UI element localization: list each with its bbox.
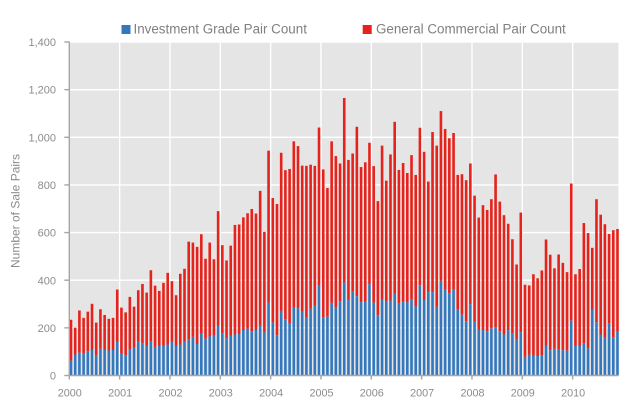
svg-text:600: 600: [38, 228, 56, 240]
svg-text:2007: 2007: [410, 387, 434, 399]
svg-text:Number of Sale Pairs: Number of Sale Pairs: [9, 154, 23, 268]
svg-text:2006: 2006: [360, 387, 384, 399]
svg-text:General Commercial Pair Count: General Commercial Pair Count: [376, 22, 566, 37]
svg-text:1,000: 1,000: [28, 132, 56, 144]
svg-text:2003: 2003: [209, 387, 233, 399]
svg-text:0: 0: [50, 371, 56, 383]
svg-text:2005: 2005: [309, 387, 333, 399]
svg-text:800: 800: [38, 180, 56, 192]
svg-text:2002: 2002: [158, 387, 182, 399]
svg-text:2001: 2001: [108, 387, 132, 399]
svg-text:2009: 2009: [511, 387, 535, 399]
svg-text:200: 200: [38, 323, 56, 335]
svg-text:Investment Grade Pair Count: Investment Grade Pair Count: [134, 22, 308, 37]
svg-text:1,400: 1,400: [28, 37, 56, 49]
svg-text:2000: 2000: [58, 387, 82, 399]
svg-text:400: 400: [38, 275, 56, 287]
svg-text:2004: 2004: [259, 387, 283, 399]
svg-text:2010: 2010: [561, 387, 585, 399]
svg-text:1,200: 1,200: [28, 85, 56, 97]
svg-text:2008: 2008: [460, 387, 484, 399]
